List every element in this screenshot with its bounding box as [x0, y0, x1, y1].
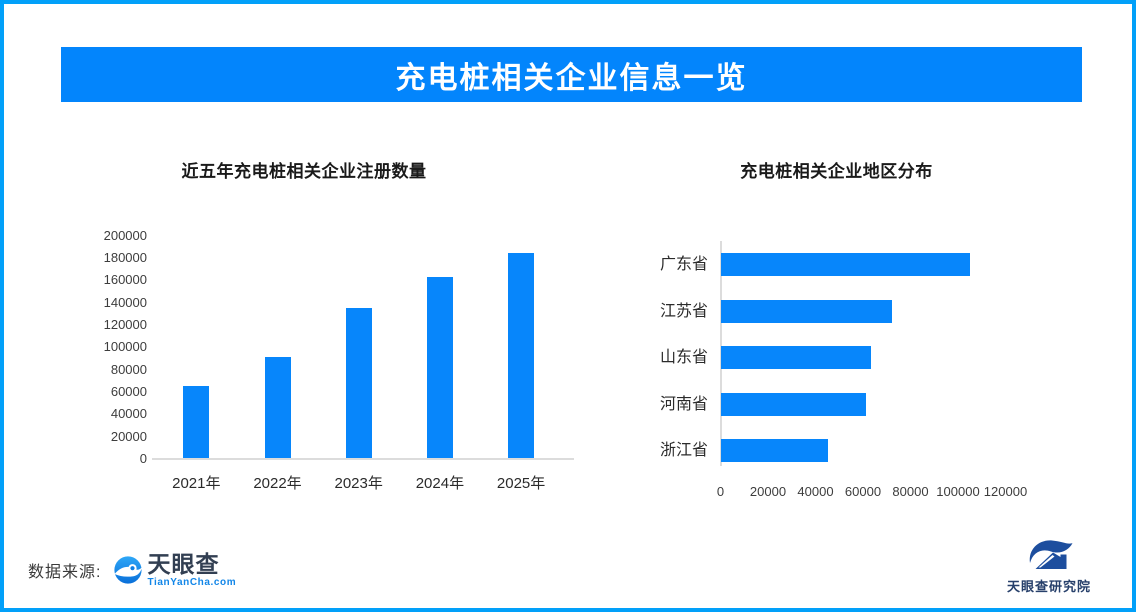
registration-bar — [508, 252, 535, 459]
x-axis-category-label: 2021年 — [172, 475, 221, 492]
y-axis-category-label: 江苏省 — [659, 302, 708, 320]
region-bar — [721, 392, 866, 416]
y-axis-tick-label: 80000 — [110, 361, 147, 377]
registration-bar — [264, 356, 291, 459]
research-institute-logo: 天眼查研究院 — [966, 531, 1132, 603]
header-banner: 充电桩相关企业信息一览 — [61, 47, 1082, 102]
x-axis-category-label: 2023年 — [334, 475, 383, 492]
y-axis-tick-label: 0 — [139, 451, 147, 466]
tianyancha-eye-icon — [114, 556, 143, 584]
y-axis-category-label: 河南省 — [659, 395, 708, 413]
y-axis-category-label: 广东省 — [659, 256, 708, 273]
x-axis-tick-label: 80000 — [892, 484, 929, 499]
registration-bar — [345, 307, 372, 459]
x-axis-tick-label: 100000 — [936, 484, 980, 499]
x-axis-tick-label: 20000 — [749, 484, 787, 499]
region-bar — [721, 346, 871, 369]
research-institute-logo-icon — [1029, 540, 1073, 569]
y-axis-category-label: 浙江省 — [659, 442, 708, 459]
data-source-row: 数据来源: 天眼查 TianYanCha.com — [28, 548, 236, 592]
registration-bar — [426, 277, 453, 459]
chart-regions-title: 充电桩相关企业地区分布 — [740, 162, 933, 181]
y-axis-tick-label: 200000 — [103, 227, 147, 243]
page-title: 充电桩相关企业信息一览 — [395, 61, 748, 95]
y-axis-line — [719, 241, 722, 466]
y-axis-category-label: 山东省 — [659, 349, 708, 366]
research-institute-name: 天眼查研究院 — [1006, 579, 1091, 594]
y-axis-tick-label: 100000 — [103, 339, 147, 355]
x-axis-tick-label: 40000 — [797, 484, 834, 499]
region-bar — [721, 299, 892, 323]
y-axis-tick-label: 180000 — [103, 249, 147, 265]
y-axis-tick-label: 20000 — [110, 428, 147, 444]
registration-bar — [183, 385, 210, 459]
y-axis-tick-label: 140000 — [103, 294, 147, 310]
x-axis-tick-label: 120000 — [983, 484, 1028, 499]
x-axis-tick-label: 0 — [716, 484, 725, 499]
y-axis-tick-label: 60000 — [110, 383, 147, 399]
x-axis-line — [152, 457, 574, 460]
tianyancha-name: 天眼查 — [147, 550, 220, 577]
tianyancha-logo: 天眼查 TianYanCha.com — [113, 550, 237, 588]
region-bar — [721, 439, 828, 462]
x-axis-tick-label: 60000 — [844, 484, 882, 499]
x-axis-category-label: 2024年 — [415, 475, 465, 492]
y-axis-tick-label: 160000 — [103, 272, 147, 288]
y-axis-tick-label: 40000 — [110, 406, 147, 422]
chart-registrations-title: 近五年充电桩相关企业注册数量 — [181, 162, 427, 181]
y-axis-tick-label: 120000 — [103, 316, 147, 332]
region-bar — [721, 253, 971, 276]
data-source-label: 数据来源: — [28, 564, 102, 581]
x-axis-category-label: 2025年 — [496, 475, 546, 492]
tianyancha-domain: TianYanCha.com — [147, 576, 237, 588]
tianyancha-wordmark: 天眼查 TianYanCha.com — [147, 550, 237, 588]
x-axis-category-label: 2022年 — [253, 475, 302, 492]
